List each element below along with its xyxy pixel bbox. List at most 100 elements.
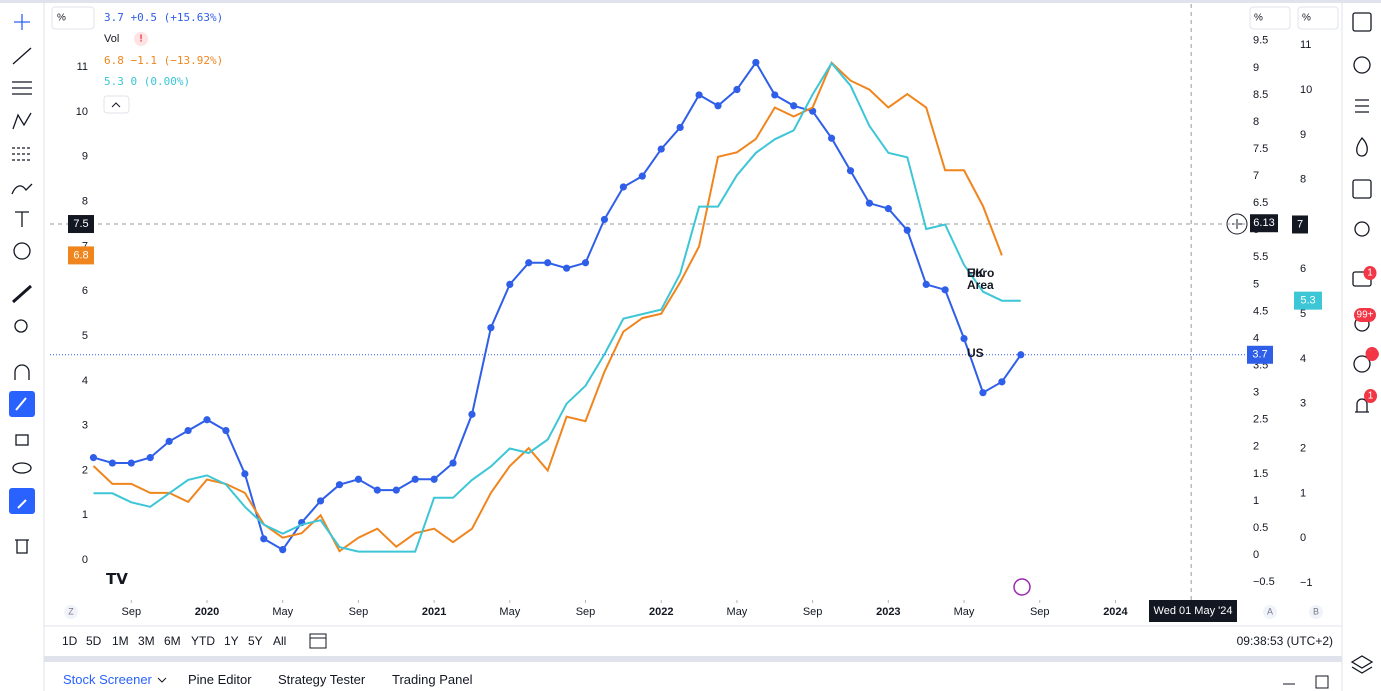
crosshair-x-label: Wed 01 May '24 [1154, 605, 1233, 617]
x-tick-label: 2021 [422, 606, 446, 618]
icon-calendar[interactable] [1352, 179, 1372, 199]
unit-label: % [57, 13, 66, 24]
y-tick-label: 8.5 [1253, 89, 1268, 101]
bottom-tab[interactable]: Pine Editor [188, 672, 252, 687]
series-point [108, 459, 116, 467]
series-point [146, 454, 154, 462]
icon-bell[interactable] [1355, 398, 1369, 413]
icon-alerts[interactable] [1353, 56, 1371, 74]
range-button[interactable]: 5D [86, 634, 102, 648]
series-point [354, 475, 363, 483]
lightning-icon[interactable] [1013, 578, 1031, 596]
range-button[interactable]: 6M [164, 634, 181, 648]
tool-zoom[interactable] [14, 319, 28, 333]
series-point [544, 259, 552, 267]
x-tick-label: 2022 [649, 606, 673, 618]
series-point [903, 226, 911, 234]
y-tick-label: 2 [1300, 442, 1306, 454]
icon-ideas[interactable] [1354, 221, 1370, 237]
tool-brush[interactable] [11, 183, 33, 195]
crosshair-left: 7.5 [73, 218, 88, 230]
x-tick-label: May [499, 606, 520, 618]
tool-lock[interactable] [15, 434, 29, 446]
tool-trash[interactable] [15, 539, 29, 554]
y-tick-label: 9 [1253, 62, 1259, 74]
y-tick-label: 9.5 [1253, 35, 1268, 47]
range-button[interactable]: 1D [62, 634, 78, 648]
crosshair-left-bg [68, 215, 94, 234]
tool-magnet[interactable] [14, 364, 30, 380]
tool-line[interactable] [12, 47, 32, 65]
x-tick-label: Sep [349, 606, 369, 618]
crosshair-right2-bg [1292, 215, 1308, 234]
bottom-tab[interactable]: Trading Panel [392, 672, 473, 687]
range-button[interactable]: All [273, 634, 287, 648]
y-tick-label: 9 [1300, 129, 1306, 141]
vol-icon [134, 32, 148, 46]
tool-cross[interactable] [14, 14, 30, 30]
y-tick-label: 8 [1253, 116, 1259, 128]
y-tick-label: −1 [1300, 577, 1313, 589]
y-tick-label: 8 [1300, 174, 1306, 186]
series-point [827, 134, 836, 142]
notification-count: 1 [1367, 268, 1373, 279]
range-button[interactable]: 1Y [224, 634, 239, 648]
series-point [241, 470, 249, 478]
y-tick-label: 0 [82, 554, 88, 566]
y-tick-label: 2 [1253, 441, 1259, 453]
notification-badge [1363, 266, 1377, 280]
x-tick-label: Sep [803, 606, 823, 618]
icon-watchlist[interactable] [1352, 12, 1372, 32]
tool-lines[interactable] [12, 81, 32, 95]
crosshair-right2: 7 [1297, 218, 1303, 230]
series-point [676, 123, 684, 132]
tool-eye[interactable] [12, 462, 32, 474]
tool-ruler[interactable] [12, 284, 32, 304]
tool-emoji[interactable] [13, 242, 31, 260]
series-line [93, 61, 1021, 553]
y-tick-label: 1 [82, 509, 88, 521]
tab-chevron [157, 677, 167, 683]
icon-list[interactable] [1355, 99, 1369, 113]
series-point [468, 410, 476, 418]
series-point [222, 426, 230, 435]
y-tick-label: 11 [1300, 39, 1311, 51]
unit-box[interactable] [1249, 6, 1291, 30]
series-label: UK [967, 266, 985, 280]
panel-controls [1283, 675, 1329, 689]
range-button[interactable]: YTD [191, 634, 215, 648]
icon-layers[interactable] [1350, 655, 1374, 674]
y-tick-label: 4 [82, 375, 88, 387]
scale-button-label: B [1313, 606, 1319, 616]
unit-label: % [1302, 13, 1311, 24]
scale-button-label: A [1267, 606, 1273, 616]
range-button[interactable]: 3M [138, 634, 155, 648]
legend-value: 6.8 [104, 54, 124, 67]
legend-change: +0.5 (+15.63%) [130, 11, 224, 24]
series-point [89, 454, 98, 462]
tool-fib[interactable] [12, 147, 32, 161]
collapse-button[interactable] [103, 95, 130, 114]
bottom-tab[interactable]: Stock Screener [63, 672, 152, 687]
icon-hot[interactable] [1356, 137, 1368, 157]
range-button[interactable]: 5Y [248, 634, 263, 648]
date-range-icon[interactable] [309, 633, 327, 649]
range-button[interactable]: 1M [112, 634, 129, 648]
chevron [111, 102, 121, 108]
y-tick-label: 7.5 [1253, 143, 1268, 155]
bottom-tab[interactable]: Strategy Tester [278, 672, 366, 687]
icon-live[interactable] [1353, 355, 1371, 373]
y-tick-label: 2.5 [1253, 414, 1268, 426]
tool-pattern[interactable] [12, 112, 32, 130]
unit-box[interactable] [1297, 6, 1339, 30]
scale-button [64, 605, 78, 619]
logo: 𝗧𝗩 [106, 571, 128, 588]
tool-text[interactable] [15, 211, 29, 227]
unit-box[interactable] [51, 6, 95, 30]
y-tick-label: 2 [82, 464, 88, 476]
x-tick-label: May [727, 606, 748, 618]
tool-active[interactable] [9, 488, 35, 514]
notification-dot [1369, 349, 1379, 359]
